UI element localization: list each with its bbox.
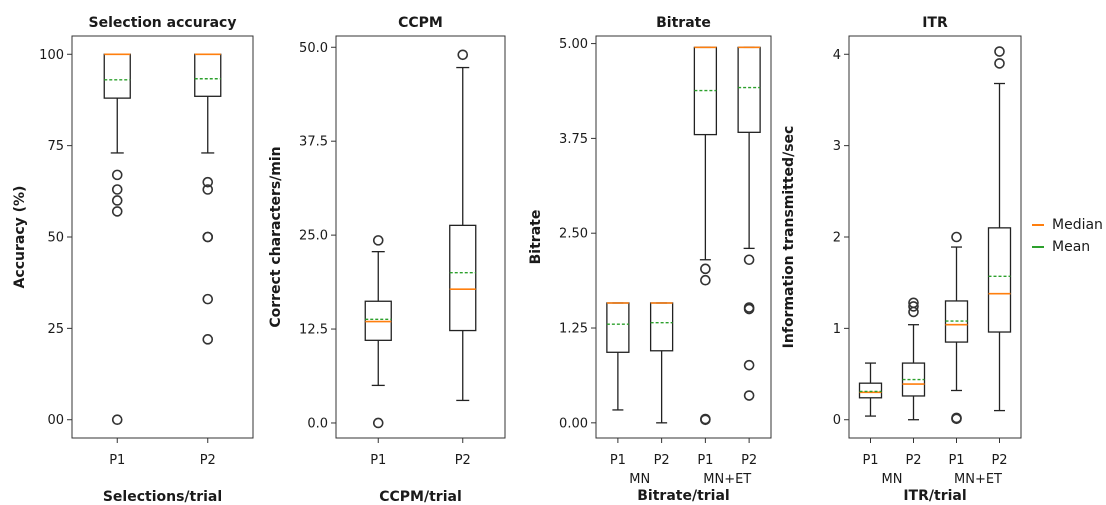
- panel2-title: CCPM: [398, 15, 443, 31]
- panel1-outlier: [202, 334, 214, 345]
- panel2-ytick-label: 50.0: [299, 41, 328, 56]
- panel3-outlier: [743, 254, 755, 266]
- panel3-outlier: [700, 263, 711, 275]
- legend-median-swatch: [1032, 224, 1044, 226]
- panel4-title: ITR: [922, 15, 948, 31]
- legend: Median Mean: [1032, 214, 1106, 258]
- panel3-frame: [595, 35, 772, 439]
- panel3-ytick-label: 5.00: [559, 37, 588, 52]
- panel1-ytick-label: 00: [47, 413, 64, 428]
- legend-mean: Mean: [1032, 236, 1106, 258]
- panel1-title: Selection accuracy: [89, 15, 237, 31]
- panel3-outlier: [700, 414, 711, 426]
- panel1-outlier: [202, 293, 214, 305]
- panel4-outlier: [994, 58, 1005, 69]
- panel1-box: [103, 53, 131, 99]
- panel1-frame: [71, 35, 254, 439]
- panel1-ytick-label: 25: [47, 322, 64, 337]
- legend-median-label: Median: [1052, 217, 1103, 233]
- panel1-outlier: [111, 414, 123, 426]
- panel3-outlier: [743, 390, 755, 401]
- panel2-ytick-label: 25.0: [299, 229, 328, 244]
- panel4-ytick-label: 3: [833, 139, 841, 154]
- panel2-ytick-label: 12.5: [299, 323, 328, 338]
- panel3-box: [737, 46, 761, 133]
- panel4-ylabel: Information transmitted/sec: [781, 126, 797, 349]
- panel4-outlier: [994, 46, 1005, 57]
- legend-mean-label: Mean: [1052, 239, 1091, 255]
- panel1-outlier: [111, 206, 123, 217]
- panel1-ytick-label: 100: [39, 48, 64, 63]
- panel3-outlier: [743, 359, 755, 371]
- panel4-xtick-label: P1: [948, 453, 964, 468]
- panel2-outlier: [372, 417, 384, 429]
- panel1-outlier: [202, 176, 214, 188]
- panel1-outlier: [202, 184, 214, 195]
- panel4-ytick-label: 4: [833, 48, 841, 63]
- panel3-ylabel: Bitrate: [528, 210, 544, 265]
- panel3-outlier: [743, 303, 755, 315]
- panel3-xtick-label: P1: [697, 453, 713, 468]
- panel4-outlier: [951, 231, 962, 243]
- panel1-xtick-label: P2: [200, 453, 216, 468]
- panel2-xtick-label: P2: [455, 453, 471, 468]
- panel3-box: [649, 302, 674, 352]
- panel2-ytick-label: 0.0: [307, 416, 328, 431]
- panel4-ytick-label: 0: [833, 413, 841, 428]
- panel3-xlabel: Bitrate/trial: [637, 488, 729, 504]
- panel1-outlier: [111, 169, 123, 181]
- panel3-ytick-label: 0.00: [559, 416, 588, 431]
- figure: Selection accuracy 00 25 50 75 100 Accuracy (%…: [12, 15, 1022, 505]
- panel3-box: [606, 302, 630, 353]
- legend-mean-swatch: [1032, 246, 1044, 248]
- panel4-xlabel: ITR/trial: [903, 488, 966, 504]
- panel1-outlier: [111, 184, 123, 195]
- panel4-outlier: [908, 306, 919, 318]
- panel1-xlabel: Selections/trial: [103, 489, 222, 505]
- panel2-ylabel: Correct characters/min: [268, 146, 284, 327]
- panel3-title: Bitrate: [656, 15, 711, 31]
- panel2-box: [449, 224, 477, 332]
- panel1-outlier: [111, 195, 123, 206]
- panel4-outlier: [951, 413, 962, 425]
- panel1-xtick-label: P1: [109, 453, 125, 468]
- panel2-xtick-label: P1: [370, 453, 386, 468]
- panel2-ytick-label: 37.5: [299, 135, 328, 150]
- panel4-ytick-label: 2: [833, 231, 841, 246]
- panel4-frame: [848, 35, 1022, 439]
- panel4-group-label: MN: [882, 472, 903, 487]
- panel3-ytick-label: 2.50: [559, 227, 588, 242]
- panel2-outlier: [372, 235, 384, 246]
- panel4-box: [987, 227, 1012, 333]
- panel3-ytick-label: 1.25: [559, 322, 588, 337]
- panel4-xtick-label: P2: [991, 453, 1007, 468]
- panel2-frame: [335, 35, 506, 439]
- panel4-box: [858, 382, 883, 399]
- panel1-box: [194, 53, 222, 97]
- panel4-ytick-label: 1: [833, 322, 841, 337]
- panel4-group-label: MN+ET: [954, 472, 1002, 487]
- panel1-outlier: [202, 231, 214, 243]
- panel3-group-label: MN+ET: [703, 472, 751, 487]
- panel3-ytick-label: 3.75: [559, 132, 588, 147]
- panel4-xtick-label: P2: [905, 453, 921, 468]
- panel4-outlier: [908, 301, 919, 312]
- panel2-outlier: [457, 49, 469, 61]
- panel3-xtick-label: P2: [654, 453, 670, 468]
- panel2-xlabel: CCPM/trial: [379, 489, 462, 505]
- panel4-xtick-label: P1: [862, 453, 878, 468]
- panel3-xtick-label: P2: [741, 453, 757, 468]
- panel3-xtick-label: P1: [610, 453, 626, 468]
- panel3-outlier: [700, 274, 711, 286]
- panel1-ytick-label: 75: [47, 139, 64, 154]
- panel1-ytick-label: 50: [47, 231, 64, 246]
- panel1-ylabel: Accuracy (%): [12, 186, 28, 289]
- panel3-group-label: MN: [629, 472, 650, 487]
- legend-median: Median: [1032, 214, 1106, 236]
